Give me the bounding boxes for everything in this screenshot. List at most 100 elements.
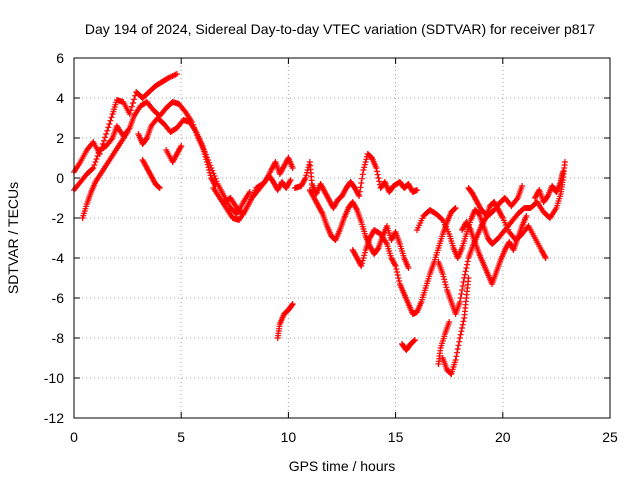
data-point	[376, 178, 383, 185]
data-point	[201, 148, 208, 155]
data-point	[359, 260, 366, 267]
data-point	[394, 272, 401, 278]
data-point	[131, 96, 138, 103]
data-point	[289, 165, 296, 171]
data-point	[177, 144, 184, 151]
y-tick-label: 0	[56, 170, 64, 186]
data-point	[204, 161, 211, 168]
y-tick-label: -8	[52, 330, 65, 346]
data-point	[464, 261, 471, 268]
data-point	[363, 156, 370, 163]
data-point	[441, 279, 448, 285]
data-point	[443, 284, 450, 291]
data-point	[89, 166, 96, 172]
data-point	[458, 291, 465, 297]
data-point	[459, 287, 466, 293]
y-tick-label: 6	[56, 50, 64, 66]
data-point	[125, 126, 132, 133]
data-point	[362, 159, 369, 165]
y-tick-label: -6	[52, 290, 65, 306]
data-point	[286, 178, 293, 185]
data-point	[481, 216, 488, 223]
data-point	[460, 279, 467, 285]
data-point	[361, 252, 368, 259]
data-point	[102, 134, 109, 141]
data-point	[92, 159, 99, 165]
data-point	[375, 175, 382, 181]
data-point	[456, 338, 463, 345]
data-point	[455, 342, 462, 349]
data-point	[391, 261, 398, 268]
data-point	[205, 164, 212, 171]
data-point	[459, 321, 466, 328]
data-point	[353, 205, 360, 212]
data-point	[124, 129, 131, 135]
y-tick-label: -2	[52, 210, 65, 226]
data-point	[246, 189, 253, 195]
data-point	[360, 255, 367, 261]
data-point	[90, 165, 97, 171]
x-tick-label: 0	[70, 429, 78, 445]
axis-ticks: 0 5 10 15 20 25 -12 -10 -8 -6 -4 -2 0 2 4 6	[44, 50, 618, 445]
data-point	[451, 205, 458, 212]
data-point	[156, 185, 163, 191]
data-point	[356, 193, 363, 199]
y-tick-label: -4	[52, 250, 65, 266]
data-point	[396, 278, 403, 284]
x-tick-label: 15	[388, 429, 404, 445]
data-point	[203, 159, 210, 165]
data-point	[499, 213, 506, 220]
data-point	[127, 107, 134, 114]
data-point	[463, 265, 470, 271]
data-point	[559, 169, 566, 175]
data-point	[199, 143, 206, 149]
data-point	[303, 172, 310, 179]
data-point	[411, 337, 418, 344]
data-point	[357, 184, 364, 191]
data-point	[358, 263, 365, 269]
data-point	[392, 263, 399, 269]
data-point	[460, 318, 467, 325]
data-point	[440, 273, 447, 280]
data-point	[288, 302, 295, 308]
data-point	[454, 346, 461, 352]
data-point	[454, 349, 461, 356]
data-point	[374, 168, 381, 175]
plot-frame	[73, 57, 611, 419]
x-tick-label: 20	[495, 429, 511, 445]
data-point	[442, 281, 449, 288]
data-point	[203, 156, 210, 163]
data-point	[206, 169, 213, 176]
data-point	[361, 164, 368, 171]
data-point	[91, 162, 98, 168]
data-point	[360, 167, 367, 173]
data-point	[202, 153, 209, 160]
data-point	[513, 196, 520, 203]
y-tick-label: 2	[56, 130, 64, 146]
data-point	[458, 328, 465, 335]
data-point	[439, 271, 446, 277]
data-point	[108, 136, 115, 143]
data-point	[95, 150, 102, 156]
x-axis-label: GPS time / hours	[289, 458, 396, 474]
data-point	[452, 205, 459, 211]
data-point	[393, 266, 400, 272]
data-point	[105, 124, 112, 131]
data-point	[126, 111, 133, 117]
y-tick-label: -10	[44, 370, 64, 386]
data-point	[411, 337, 418, 343]
data-point	[453, 353, 460, 360]
data-point	[304, 167, 311, 173]
data-point	[211, 173, 218, 179]
data-point	[374, 171, 381, 178]
y-axis-label: SDTVAR / TECUs	[5, 182, 21, 294]
data-point	[101, 137, 108, 144]
data-point	[464, 258, 471, 265]
data-point	[519, 183, 526, 189]
data-point	[465, 275, 472, 281]
data-point	[457, 331, 464, 338]
data-point	[373, 165, 380, 171]
data-point	[359, 257, 366, 264]
data-point	[108, 114, 115, 121]
